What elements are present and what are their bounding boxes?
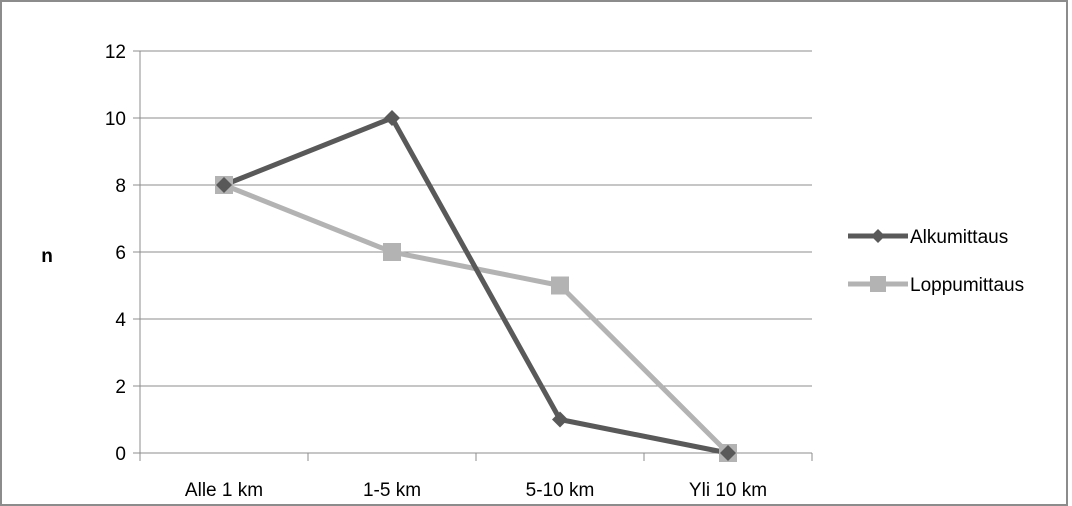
y-tick-label: 10 [105, 109, 126, 130]
data-point-marker [552, 411, 568, 428]
series [215, 110, 737, 462]
y-tick-label: 6 [115, 243, 126, 264]
data-point-marker [871, 229, 885, 243]
legend: Alkumittaus Loppumittaus [848, 227, 1024, 296]
y-tick-label: 4 [115, 310, 126, 331]
x-tick-label: 5-10 km [526, 480, 595, 501]
data-point-marker [384, 110, 400, 126]
data-point-marker [720, 445, 736, 461]
x-tick-label: 1-5 km [363, 480, 421, 501]
gridlines [140, 50, 812, 387]
x-tick-label: Yli 10 km [689, 480, 767, 501]
axes: 0 2 4 6 8 10 12 Alle 1 km 1-5 km 5-10 km Yli 10 km [105, 42, 813, 501]
y-tick-label: 12 [105, 42, 126, 63]
y-axis-label: n [41, 246, 53, 267]
data-point-marker [216, 177, 232, 193]
legend-label: Alkumittaus [910, 227, 1008, 248]
y-tick-label: 8 [115, 176, 126, 197]
y-tick-label: 2 [115, 377, 126, 398]
y-tick-label: 0 [115, 444, 126, 465]
data-point-marker [383, 243, 401, 261]
data-point-marker [551, 276, 569, 295]
legend-label: Loppumittaus [910, 275, 1024, 296]
series-line [223, 115, 729, 456]
data-point-marker [870, 276, 886, 292]
x-tick-label: Alle 1 km [185, 480, 263, 501]
